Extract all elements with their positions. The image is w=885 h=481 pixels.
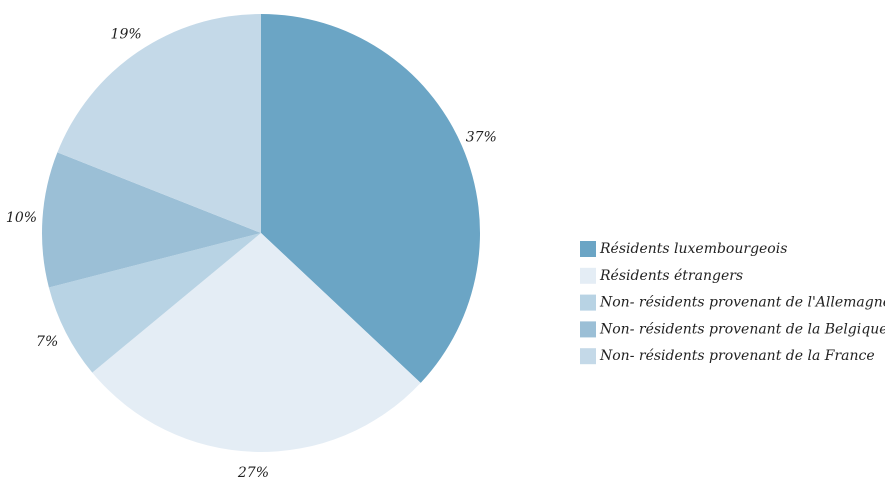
legend-label: Non- résidents provenant de la France (599, 348, 875, 364)
legend-label: Non- résidents provenant de la Belgique (599, 321, 885, 337)
legend-swatch (580, 267, 596, 284)
legend-label: Résidents luxembourgeois (599, 241, 787, 257)
legend-swatch (580, 321, 596, 338)
data-label: 27% (237, 465, 269, 477)
pie-slice (42, 152, 262, 288)
data-label: 10% (6, 210, 37, 226)
pie-slice (57, 14, 261, 233)
pie-slice (261, 14, 480, 383)
pie-slice (92, 233, 421, 452)
legend-swatch (580, 294, 596, 311)
legend-swatch (580, 348, 596, 365)
data-label: 37% (466, 130, 497, 146)
pie-slice (48, 233, 262, 373)
data-label: 7% (36, 334, 58, 350)
legend-label: Non- résidents provenant de l'Allemagne (599, 295, 885, 311)
legend-label: Résidents étrangers (599, 268, 743, 284)
legend-swatch (580, 241, 596, 257)
data-label: 19% (111, 27, 142, 43)
